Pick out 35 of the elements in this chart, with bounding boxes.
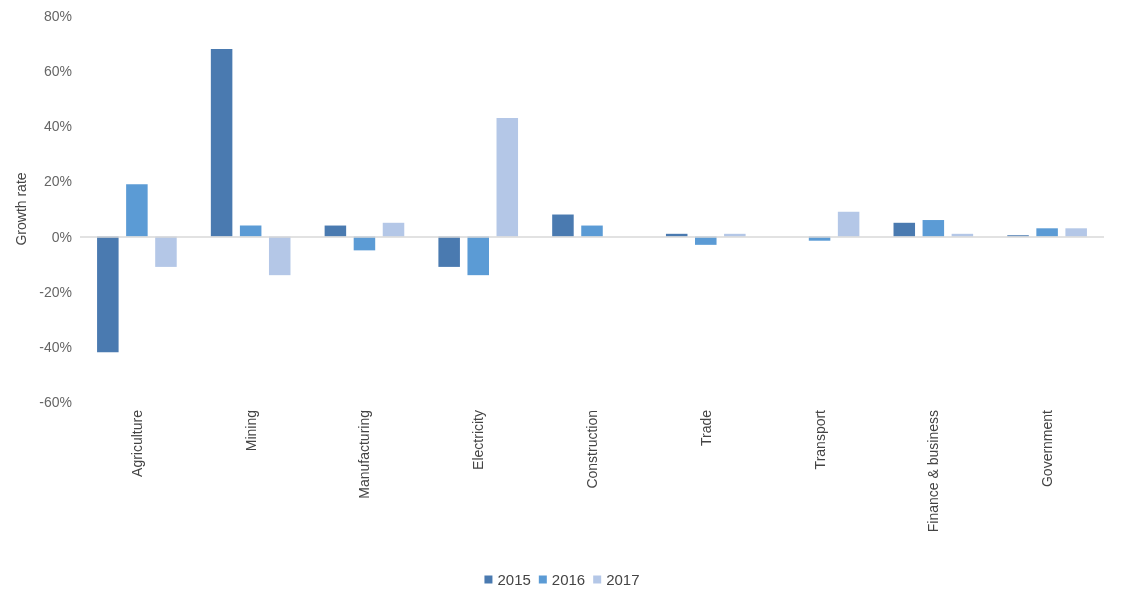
y-tick-label: -40% xyxy=(39,338,72,355)
x-tick-label: Transport xyxy=(811,409,828,470)
bar xyxy=(97,236,119,353)
bar xyxy=(496,118,519,237)
y-tick-label: -60% xyxy=(39,394,72,410)
y-tick-label: 80% xyxy=(43,8,72,24)
x-tick-label: Construction xyxy=(584,410,600,489)
bar xyxy=(438,236,460,267)
bar xyxy=(126,184,148,237)
y-tick-label: -20% xyxy=(39,283,72,300)
bar xyxy=(268,236,291,276)
bar xyxy=(552,214,574,237)
bar xyxy=(467,236,489,276)
bar xyxy=(922,220,945,237)
y-tick-label: 0% xyxy=(51,228,72,245)
y-tick-label: 40% xyxy=(43,118,72,135)
x-tick-label: Finance & business xyxy=(925,410,942,533)
bar xyxy=(210,49,233,237)
x-tick-label: Manufacturing xyxy=(356,410,373,499)
y-axis-title: Growth rate xyxy=(13,172,30,246)
bar xyxy=(893,222,916,237)
x-tick-label: Government xyxy=(1039,409,1056,488)
x-tick-label: Agriculture xyxy=(128,409,145,477)
legend-label: 2017 xyxy=(606,571,640,588)
legend-label: 2016 xyxy=(551,571,586,588)
x-tick-label: Electricity xyxy=(470,410,487,470)
y-tick-label: 60% xyxy=(43,63,72,80)
bar xyxy=(837,211,860,237)
bar xyxy=(382,222,405,237)
bar xyxy=(581,225,603,237)
legend-label: 2015 xyxy=(497,571,531,588)
x-tick-label: Mining xyxy=(242,410,259,452)
x-tick-label: Trade xyxy=(697,409,714,447)
y-tick-label: 20% xyxy=(43,173,72,190)
bar xyxy=(155,236,177,267)
